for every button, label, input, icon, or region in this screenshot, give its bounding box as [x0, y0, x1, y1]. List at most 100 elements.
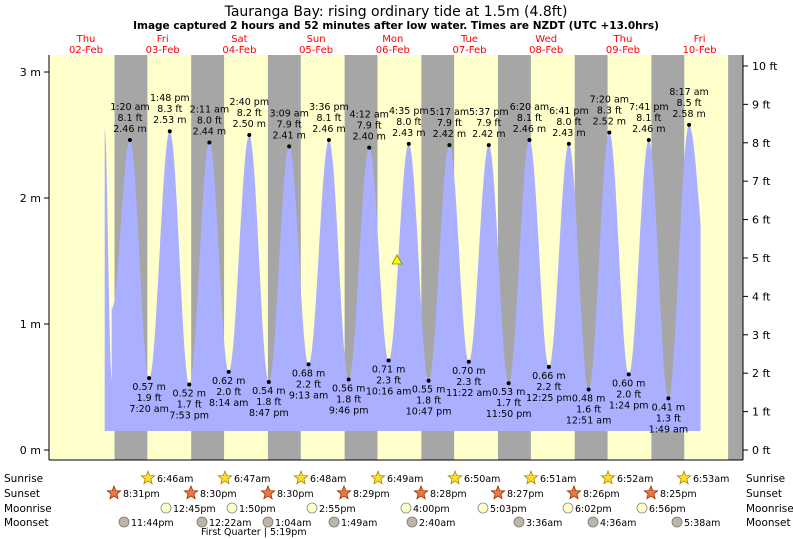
low-tide-ft: 1.8 ft — [416, 396, 441, 407]
high-tide-time: 2:40 pm — [229, 97, 269, 108]
moonrise-time: 5:03pm — [490, 504, 527, 515]
sunset-time: 8:28pm — [430, 489, 467, 500]
high-tide-time: 6:41 pm — [549, 106, 589, 117]
high-tide-m: 2.50 m — [233, 119, 266, 130]
tide-labels: 1:20 am8.1 ft2.46 m0.57 m1.9 ft7:20 am1:… — [110, 87, 709, 435]
right-tick-label: 3 ft — [752, 329, 771, 342]
low-tide-dot — [506, 381, 511, 386]
high-tide-dot — [406, 141, 411, 146]
sunrise-icon — [447, 469, 463, 485]
sunrise-time: 6:53am — [693, 474, 729, 485]
left-tick-label: 2 m — [20, 192, 41, 205]
high-tide-dot — [127, 138, 132, 143]
day-header-dow: Sun — [307, 34, 326, 45]
high-tide-dot — [447, 143, 452, 148]
high-tide-ft: 8.0 ft — [197, 116, 222, 127]
high-tide-dot — [486, 143, 491, 148]
sunrise-icon — [370, 469, 386, 485]
day-header-dow: Thu — [76, 34, 96, 45]
sunrise-time: 6:52am — [617, 474, 653, 485]
high-tide-ft: 8.2 ft — [237, 108, 262, 119]
sunset-icon — [183, 484, 199, 500]
high-tide-ft: 8.0 ft — [556, 117, 581, 128]
low-tide-m: 0.70 m — [452, 366, 485, 377]
high-tide-dot — [607, 130, 612, 135]
day-header-dow: Fri — [694, 34, 706, 45]
high-tide-time: 7:20 am — [590, 94, 629, 105]
high-tide-m: 2.46 m — [113, 124, 146, 135]
day-header-date: 03-Feb — [146, 45, 180, 56]
moonset-icon — [671, 516, 683, 528]
moonset-icon — [513, 516, 525, 528]
astro-table: Sunrise Sunrise Sunset Sunset Moonrise Moonri… — [4, 469, 793, 538]
low-tide-m: 0.60 m — [612, 378, 645, 389]
low-tide-ft: 1.9 ft — [137, 393, 162, 404]
sunset-time: 8:27pm — [507, 489, 544, 500]
sunset-time: 8:30pm — [277, 489, 314, 500]
row-label-right: Sunset — [746, 488, 782, 500]
low-tide-m: 0.55 m — [412, 385, 445, 396]
high-tide-ft: 8.1 ft — [517, 113, 542, 124]
high-tide-dot — [646, 138, 651, 143]
high-tide-dot — [566, 141, 571, 146]
low-tide-dot — [147, 376, 152, 381]
low-tide-ft: 2.2 ft — [536, 382, 561, 393]
low-tide-m: 0.68 m — [292, 368, 325, 379]
high-tide-ft: 7.9 ft — [357, 121, 382, 132]
low-tide-dot — [266, 379, 271, 384]
night-band — [728, 55, 743, 460]
high-tide-ft: 8.0 ft — [396, 117, 421, 128]
right-tick-label: 5 ft — [752, 252, 771, 265]
right-tick-label: 1 ft — [752, 406, 771, 419]
high-tide-m: 2.58 m — [672, 109, 705, 120]
low-tide-time: 9:46 pm — [329, 405, 369, 416]
low-tide-ft: 2.0 ft — [616, 389, 641, 400]
left-tick-label: 1 m — [20, 318, 41, 331]
high-tide-m: 2.46 m — [632, 124, 665, 135]
moonset-icon — [328, 516, 340, 528]
low-tide-dot — [626, 372, 631, 377]
moonset-time: 11:44pm — [131, 518, 174, 529]
day-header-date: 06-Feb — [376, 45, 410, 56]
sunrise-icon — [600, 469, 616, 485]
moonrise-time: 6:56pm — [649, 504, 686, 515]
low-tide-dot — [426, 378, 431, 383]
low-tide-m: 0.56 m — [332, 383, 365, 394]
low-tide-ft: 2.2 ft — [296, 379, 321, 390]
day-headers: Thu02-FebFri03-FebSat04-FebSun05-FebMon0… — [69, 34, 717, 56]
high-tide-m: 2.53 m — [153, 115, 186, 126]
day-header-date: 08-Feb — [529, 45, 563, 56]
high-tide-dot — [167, 129, 172, 134]
sunrise-time: 6:47am — [234, 474, 270, 485]
right-tick-label: 2 ft — [752, 367, 771, 380]
sunset-icon — [336, 484, 352, 500]
day-header-date: 10-Feb — [683, 45, 717, 56]
high-tide-dot — [687, 122, 692, 127]
row-label-left: Moonset — [4, 517, 49, 529]
low-tide-ft: 1.8 ft — [256, 397, 281, 408]
high-tide-m: 2.42 m — [472, 129, 505, 140]
row-label-right: Sunrise — [746, 473, 785, 485]
moonrise-icon — [306, 502, 318, 514]
low-tide-dot — [546, 364, 551, 369]
sunrise-icon — [523, 469, 539, 485]
sunset-time: 8:29pm — [353, 489, 390, 500]
high-tide-m: 2.44 m — [193, 127, 226, 138]
sunset-icon — [106, 484, 122, 500]
sunset-time: 8:26pm — [583, 489, 620, 500]
sunrise-icon — [217, 469, 233, 485]
row-label-left: Sunrise — [4, 473, 43, 485]
moonrise-icon — [636, 502, 648, 514]
low-tide-dot — [226, 369, 231, 374]
high-tide-dot — [367, 145, 372, 150]
row-label-left: Moonrise — [4, 503, 52, 515]
low-tide-time: 1:24 pm — [609, 400, 649, 411]
day-header-dow: Thu — [613, 34, 633, 45]
right-tick-label: 0 ft — [752, 444, 771, 457]
low-tide-m: 0.71 m — [372, 365, 405, 376]
sunrise-time: 6:50am — [464, 474, 500, 485]
low-tide-dot — [466, 359, 471, 364]
low-tide-time: 10:16 am — [366, 387, 411, 398]
day-header-date: 02-Feb — [69, 45, 103, 56]
high-tide-time: 3:36 pm — [309, 102, 349, 113]
